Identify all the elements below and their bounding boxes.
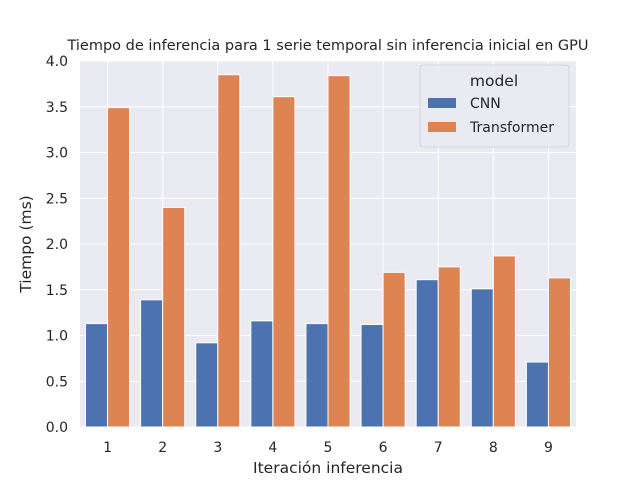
chart-title: Tiempo de inferencia para 1 serie tempor… — [66, 38, 588, 54]
bar-transformer-5 — [327, 75, 351, 428]
x-axis-label: Iteración inferencia — [253, 459, 403, 477]
y-tick-label: 0.5 — [46, 374, 68, 390]
x-tick-label: 9 — [544, 440, 553, 456]
bar-transformer-4 — [272, 96, 296, 428]
bar-transformer-3 — [217, 74, 241, 428]
legend-label-cnn: CNN — [470, 96, 501, 112]
y-tick-labels: 0.0 0.5 1.0 1.5 2.0 2.5 3.0 3.5 4.0 — [46, 54, 68, 436]
x-tick-label: 1 — [103, 440, 112, 456]
y-tick-label: 3.0 — [46, 146, 68, 162]
x-tick-label: 4 — [268, 440, 277, 456]
bar-transformer-6 — [382, 271, 406, 428]
bar-transformer-2 — [162, 206, 186, 428]
y-tick-label: 0.0 — [46, 420, 68, 436]
x-tick-labels: 1 2 3 4 5 6 7 8 9 — [103, 440, 553, 456]
x-tick-label: 8 — [489, 440, 498, 456]
x-tick-label: 5 — [324, 440, 333, 456]
bar-cnn-9 — [525, 361, 549, 428]
bar-transformer-8 — [492, 255, 516, 428]
bar-transformer-1 — [107, 107, 131, 428]
y-tick-label: 2.0 — [46, 237, 68, 253]
legend-swatch-transformer — [428, 122, 456, 132]
x-tick-label: 7 — [434, 440, 443, 456]
bar-transformer-9 — [547, 277, 571, 428]
x-tick-label: 3 — [213, 440, 222, 456]
y-axis-label: Tiempo (ms) — [17, 195, 35, 293]
bar-cnn-8 — [470, 288, 494, 428]
y-tick-label: 4.0 — [46, 54, 68, 70]
bar-transformer-7 — [437, 266, 461, 428]
legend-swatch-cnn — [428, 98, 456, 108]
y-tick-label: 1.0 — [46, 329, 68, 345]
bar-cnn-1 — [85, 323, 109, 428]
bar-cnn-7 — [415, 279, 439, 428]
bars — [85, 74, 571, 428]
legend-title: model — [470, 72, 518, 90]
legend-label-transformer: Transformer — [469, 120, 554, 136]
y-tick-label: 2.5 — [46, 191, 68, 207]
legend-box — [419, 64, 570, 148]
x-tick-label: 2 — [158, 440, 167, 456]
y-tick-label: 3.5 — [46, 100, 68, 116]
bar-cnn-3 — [195, 342, 219, 428]
x-tick-label: 6 — [379, 440, 388, 456]
bar-cnn-4 — [250, 320, 274, 428]
bar-cnn-5 — [305, 323, 329, 428]
bar-cnn-2 — [140, 299, 164, 428]
bar-cnn-6 — [360, 324, 384, 428]
legend: model CNN Transformer — [419, 64, 570, 148]
y-tick-label: 1.5 — [46, 283, 68, 299]
